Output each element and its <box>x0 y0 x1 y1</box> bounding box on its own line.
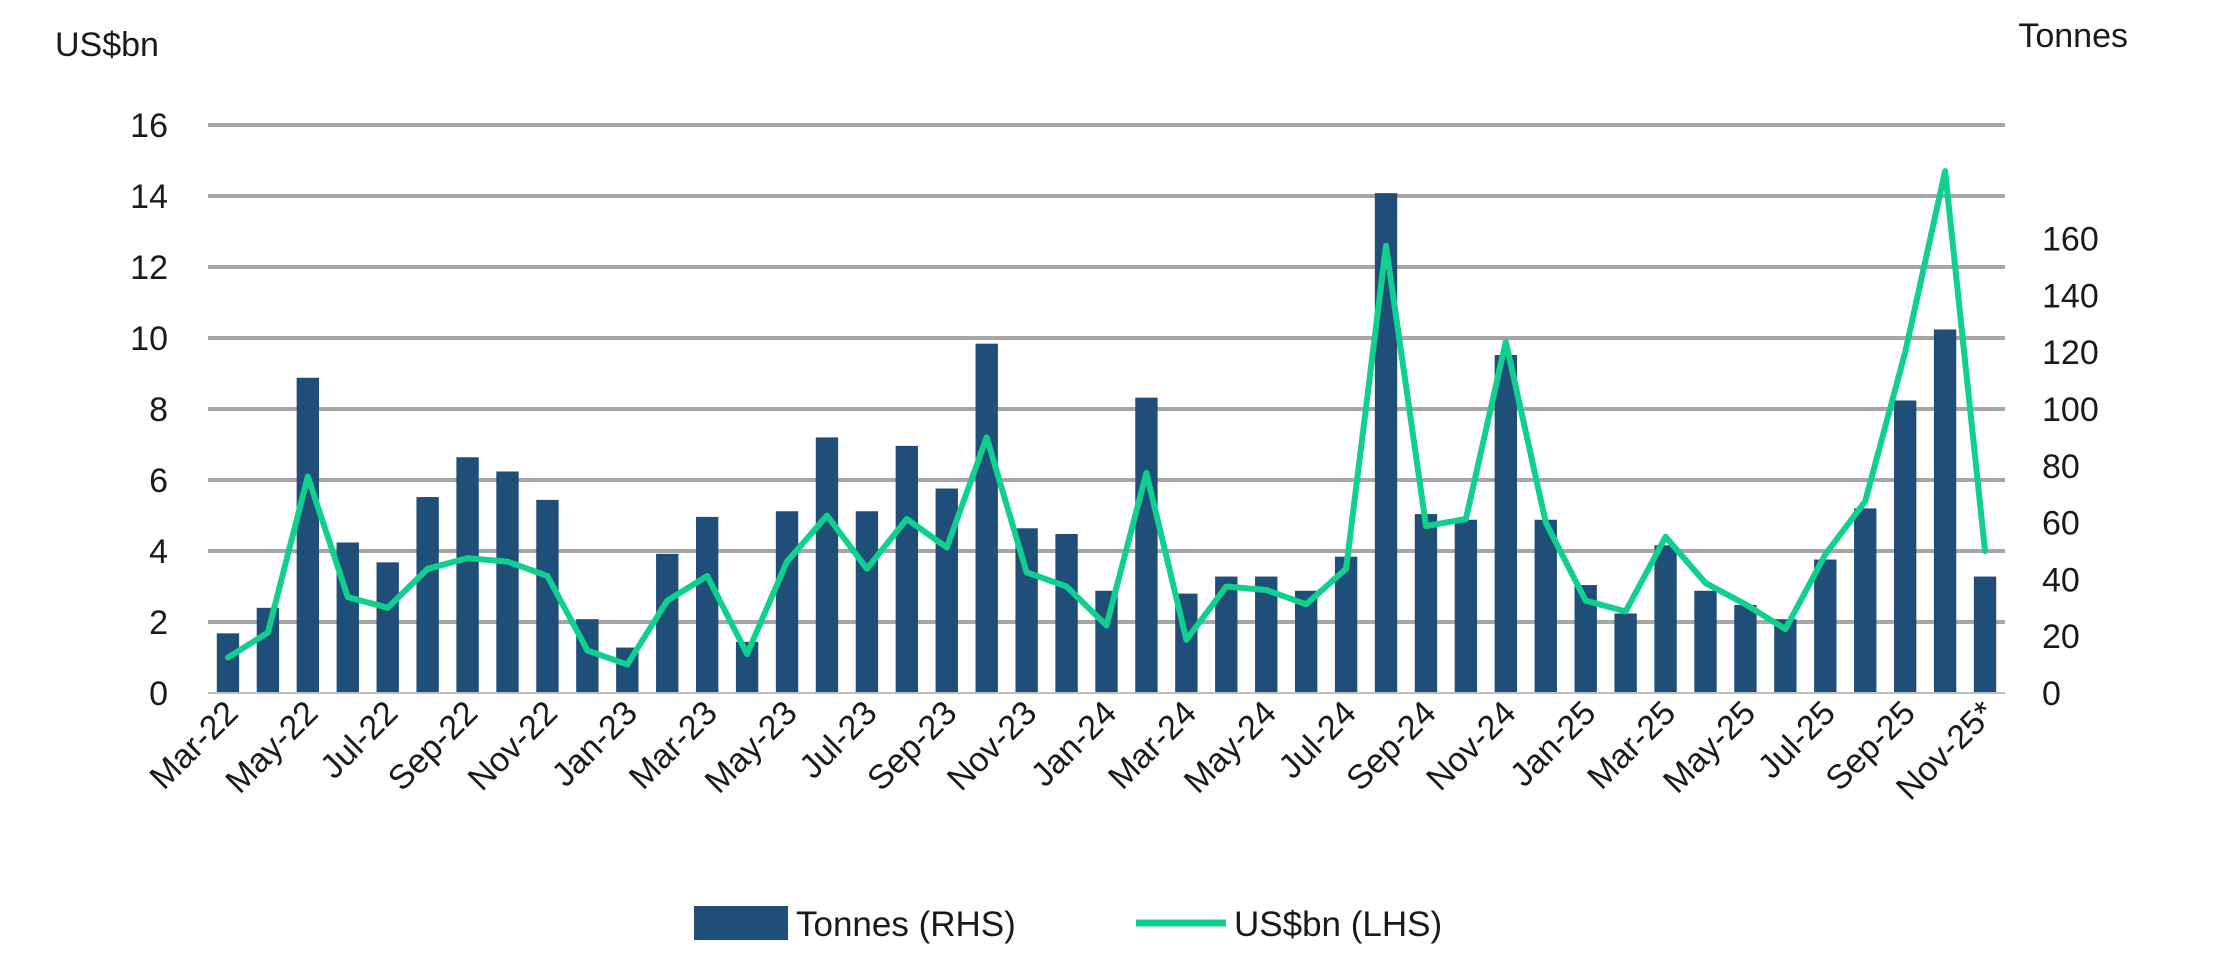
right-tick-label: 100 <box>2042 391 2099 429</box>
bar <box>1015 528 1038 693</box>
bar <box>536 499 559 693</box>
right-tick-label: 60 <box>2042 505 2080 543</box>
bar <box>1973 576 1997 693</box>
bar <box>656 553 679 693</box>
x-tick-label: Sep-23 <box>860 694 964 798</box>
x-tick-label: Nov-23 <box>940 694 1044 798</box>
right-tick-label: 140 <box>2042 277 2099 315</box>
bar <box>695 516 719 693</box>
bar <box>1494 355 1518 693</box>
bar <box>1334 556 1358 693</box>
bar <box>1734 604 1757 693</box>
right-tick-label: 40 <box>2042 561 2080 599</box>
left-tick-label: 4 <box>149 533 168 571</box>
bar <box>1414 514 1438 693</box>
legend: Tonnes (RHS) US$bn (LHS) <box>694 905 1442 944</box>
legend-swatch-tonnes <box>694 906 788 940</box>
bar <box>1215 576 1238 693</box>
left-tick-label: 0 <box>149 675 168 713</box>
bar <box>1454 519 1478 693</box>
bar <box>456 457 479 693</box>
bar <box>1654 545 1677 693</box>
bar <box>1893 400 1917 693</box>
bar <box>1614 613 1637 693</box>
bar <box>895 445 919 693</box>
bar <box>1255 576 1278 693</box>
bar <box>775 511 799 693</box>
bar <box>1694 590 1717 693</box>
left-axis-title: US$bn <box>55 26 159 64</box>
bar <box>1294 590 1318 693</box>
bar <box>855 511 879 693</box>
bar <box>376 562 399 693</box>
right-axis-ticks: 0 20 40 60 80 100 120 140 160 <box>2042 221 2099 713</box>
left-tick-label: 8 <box>149 391 168 429</box>
x-tick-label: Sep-22 <box>381 694 485 798</box>
left-tick-label: 16 <box>130 107 168 145</box>
bar <box>1534 519 1557 693</box>
bar <box>1854 508 1877 693</box>
x-axis-ticks: Mar-22May-22Jul-22Sep-22Nov-22Jan-23Mar-… <box>143 694 2003 808</box>
left-tick-label: 12 <box>130 249 168 287</box>
bar <box>975 343 998 693</box>
x-tick-label: Nov-24 <box>1419 694 1523 798</box>
bar <box>1374 193 1398 693</box>
bar <box>496 471 519 693</box>
bar <box>256 607 280 693</box>
bar <box>416 497 439 693</box>
right-tick-label: 120 <box>2042 334 2099 372</box>
right-tick-label: 80 <box>2042 448 2080 486</box>
right-tick-label: 20 <box>2042 618 2080 656</box>
bar <box>1574 585 1597 693</box>
legend-label-usd: US$bn (LHS) <box>1234 905 1442 944</box>
x-tick-label: Nov-22 <box>461 694 565 798</box>
bar <box>216 633 240 693</box>
bar <box>1933 329 1957 693</box>
right-tick-label: 160 <box>2042 221 2099 259</box>
bar <box>735 641 759 693</box>
left-tick-label: 10 <box>130 320 168 358</box>
left-tick-label: 2 <box>149 604 168 642</box>
bar <box>1135 397 1158 693</box>
left-axis-ticks: 0 2 4 6 8 10 12 14 16 <box>130 107 168 713</box>
bar <box>296 377 320 693</box>
left-tick-label: 6 <box>149 462 168 500</box>
right-axis-title: Tonnes <box>2018 17 2128 55</box>
bar <box>1774 619 1797 693</box>
bar <box>815 437 839 693</box>
right-tick-label: 0 <box>2042 675 2061 713</box>
x-tick-label: Sep-24 <box>1339 694 1443 798</box>
left-tick-label: 14 <box>130 178 168 216</box>
legend-label-tonnes: Tonnes (RHS) <box>796 905 1016 944</box>
line-series-usd <box>225 168 1988 668</box>
bar <box>1055 533 1078 693</box>
bar <box>1814 559 1837 693</box>
